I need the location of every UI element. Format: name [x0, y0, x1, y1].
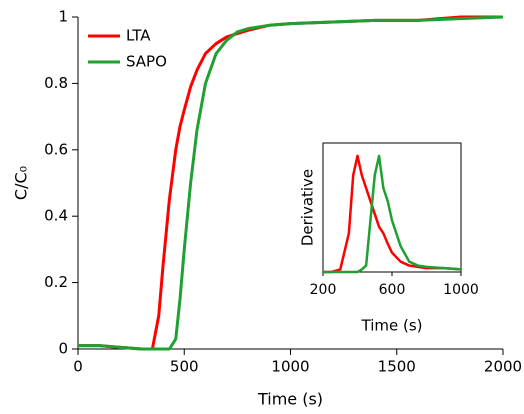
y-tick-label: 0.8: [44, 74, 68, 92]
y-tick-label: 0.6: [44, 140, 68, 158]
x-tick-label: 200: [310, 282, 337, 298]
x-tick-label: 1000: [271, 358, 309, 376]
y-axis-label: C/C₀: [12, 166, 31, 200]
x-axis-label: Time (s): [361, 317, 423, 335]
data-line: [323, 154, 462, 274]
y-tick-label: 1: [58, 8, 68, 26]
data-line: [323, 154, 462, 274]
x-tick-label: 1500: [378, 358, 416, 376]
legend-label: LTA: [126, 27, 151, 45]
x-tick-label: 2000: [484, 358, 522, 376]
y-tick-label: 0.2: [44, 273, 68, 291]
x-tick-label: 1000: [443, 282, 479, 298]
legend-label: SAPO: [126, 53, 167, 71]
x-tick-label: 0: [73, 358, 83, 376]
x-tick-label: 500: [170, 358, 199, 376]
y-tick-label: 0.4: [44, 207, 68, 225]
y-tick-label: 0: [58, 340, 68, 358]
y-axis-label: Derivative: [299, 169, 317, 246]
x-tick-label: 600: [379, 282, 406, 298]
x-axis-label: Time (s): [257, 390, 323, 409]
data-line: [78, 15, 504, 351]
